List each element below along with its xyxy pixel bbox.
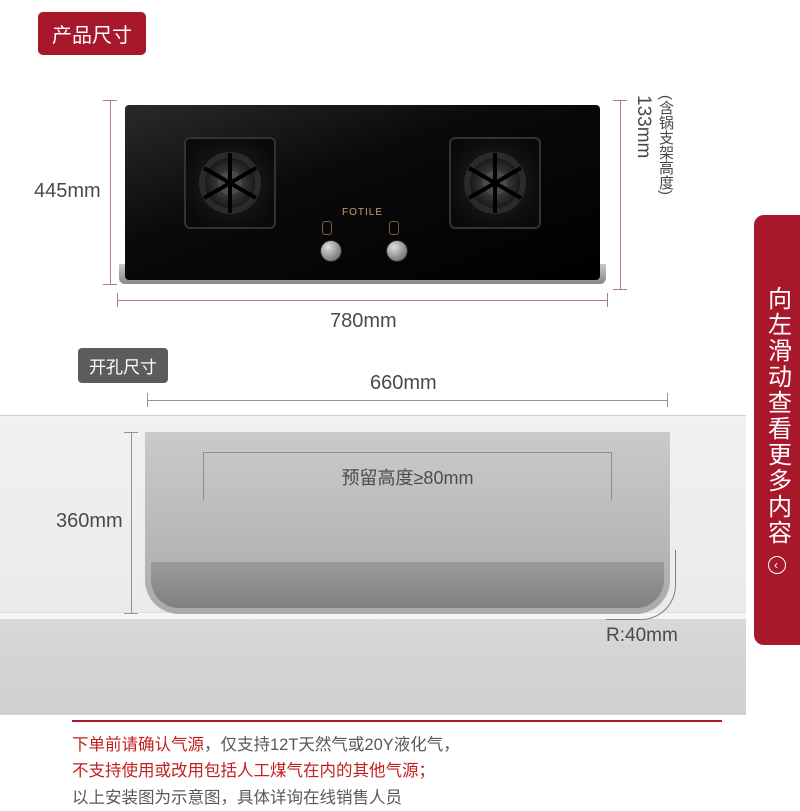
notice-line1-b: ，仅支持12T天然气或20Y液化气，: [204, 736, 460, 754]
knob-led-right: [389, 221, 399, 235]
cutout-subtitle-badge: 开孔尺寸: [78, 348, 168, 383]
corner-radius-arc: [606, 550, 676, 620]
knob-left: [320, 240, 342, 262]
notice-line2: 不支持使用或改用包括人工煤气在内的其他气源；: [72, 762, 435, 780]
cutout-hole: 预留高度≥80mm: [145, 432, 670, 614]
notice-line3: 以上安装图为示意图，具体详询在线销售人员: [72, 789, 402, 807]
reserve-height-label: 预留高度≥80mm: [342, 464, 474, 490]
dim-depth-445-label: 445mm: [34, 180, 101, 203]
chevron-left-icon: ‹: [768, 556, 786, 574]
corner-radius-label: R:40mm: [606, 625, 678, 647]
cutout-shadow: [151, 562, 664, 608]
dim-width-660-label: 660mm: [370, 372, 437, 395]
notice-line1-a: 下单前请确认气源: [72, 736, 204, 754]
dim-depth-360-label: 360mm: [56, 510, 123, 533]
brand-logo: FOTILE: [342, 207, 383, 218]
cooktop-diagram: FOTILE: [125, 105, 600, 280]
swipe-left-tab[interactable]: 向左滑动查看更多内容 ‹: [754, 215, 800, 645]
section-title-badge: 产品尺寸: [38, 12, 146, 55]
burner-left: [170, 123, 290, 243]
burner-right: [435, 123, 555, 243]
warning-notice: 下单前请确认气源，仅支持12T天然气或20Y液化气， 不支持使用或改用包括人工煤…: [72, 720, 722, 811]
knob-right: [386, 240, 408, 262]
dim-width-780-label: 780mm: [330, 310, 397, 333]
dim-height-133-sub: (含锅支架高度): [655, 95, 676, 195]
dim-height-133-label: 133mm: [632, 95, 654, 158]
knob-led-left: [322, 221, 332, 235]
swipe-left-text: 向左滑动查看更多内容: [760, 286, 795, 546]
